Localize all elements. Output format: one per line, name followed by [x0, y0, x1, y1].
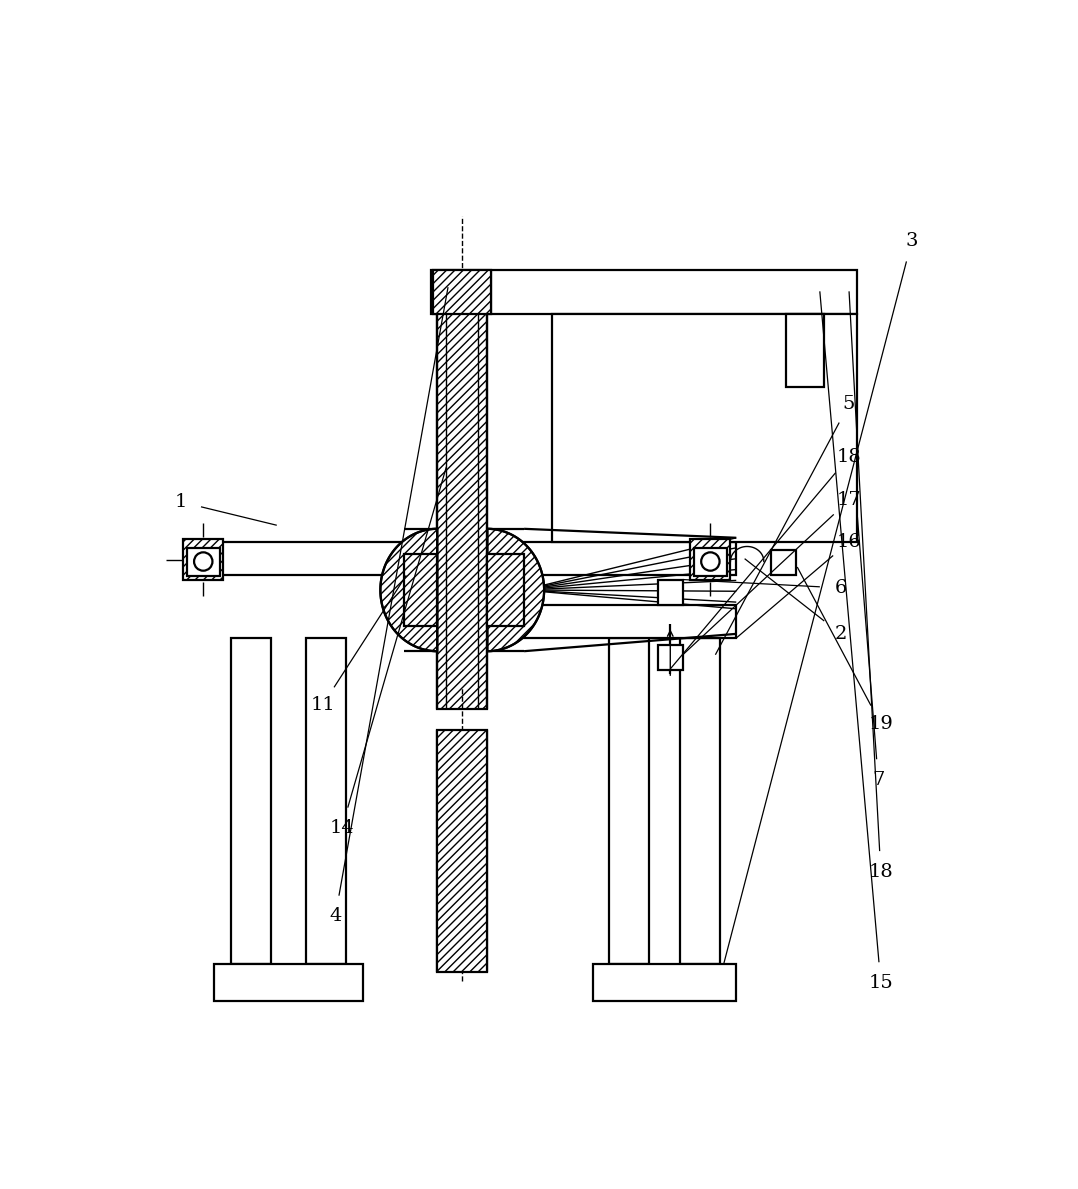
Text: 18: 18 [869, 863, 894, 881]
Bar [593, 964, 736, 1001]
Bar [658, 644, 682, 669]
Bar [215, 964, 363, 1001]
Polygon shape [487, 529, 544, 652]
Circle shape [194, 553, 212, 571]
Bar [433, 270, 492, 314]
Text: 16: 16 [837, 533, 861, 551]
Text: 11: 11 [310, 696, 335, 713]
Text: 19: 19 [869, 715, 894, 734]
Text: 14: 14 [330, 819, 355, 837]
Circle shape [701, 553, 720, 571]
Text: 2: 2 [834, 625, 847, 643]
Bar [658, 579, 682, 605]
Bar [404, 554, 438, 625]
Bar [183, 540, 223, 579]
Text: 3: 3 [906, 232, 918, 250]
Bar [693, 548, 727, 577]
Bar [231, 638, 271, 964]
Bar [431, 270, 857, 314]
Bar [680, 638, 720, 964]
Bar [438, 275, 487, 709]
Text: 18: 18 [837, 448, 861, 466]
Text: 15: 15 [869, 974, 894, 992]
Bar [186, 548, 220, 577]
Text: 1: 1 [175, 493, 186, 511]
Text: 7: 7 [872, 772, 884, 789]
Bar [609, 638, 649, 964]
Bar [771, 551, 796, 575]
Text: 4: 4 [329, 907, 342, 925]
Polygon shape [381, 529, 438, 652]
Bar [215, 542, 736, 575]
Bar [487, 554, 524, 625]
Text: 5: 5 [843, 395, 855, 413]
Bar [553, 314, 857, 542]
Text: 6: 6 [834, 579, 847, 597]
Bar [690, 540, 731, 579]
Bar [787, 314, 824, 388]
Bar [429, 605, 736, 638]
Text: 17: 17 [837, 491, 861, 509]
Bar [306, 638, 346, 964]
Bar [438, 730, 487, 973]
